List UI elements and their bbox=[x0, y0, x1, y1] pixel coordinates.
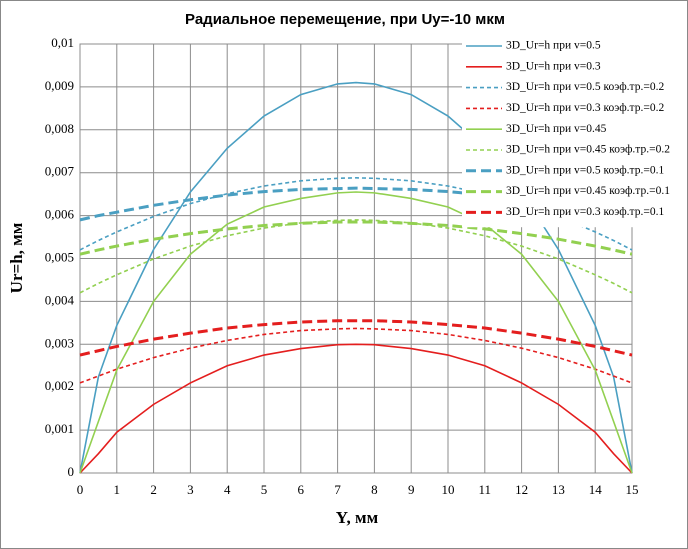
y-tick-label: 0,001 bbox=[45, 421, 74, 436]
legend-label: 3D_Ur=h при v=0.3 коэф.тр.=0.1 bbox=[506, 206, 664, 218]
x-tick-label: 11 bbox=[479, 482, 492, 497]
legend-label: 3D_Ur=h при v=0.5 bbox=[506, 40, 601, 52]
y-tick-label: 0,009 bbox=[45, 78, 74, 93]
plot-frame bbox=[79, 43, 633, 474]
y-axis-label: Ur=h, мм bbox=[7, 222, 26, 293]
y-tick-label: 0,008 bbox=[45, 121, 74, 136]
series-line bbox=[79, 343, 633, 474]
legend-label: 3D_Ur=h при v=0.3 коэф.тр.=0.2 bbox=[506, 102, 664, 114]
x-tick-label: 6 bbox=[298, 482, 305, 497]
y-tick-label: 0,01 bbox=[51, 35, 74, 50]
x-tick-label: 13 bbox=[552, 482, 565, 497]
x-tick-label: 8 bbox=[371, 482, 378, 497]
chart-title: Радиальное перемещение, при Uy=-10 мкм bbox=[185, 11, 505, 28]
series-line bbox=[79, 177, 633, 251]
legend-label: 3D_Ur=h при v=0.45 коэф.тр.=0.1 bbox=[506, 185, 670, 197]
legend-label: 3D_Ur=h при v=0.45 bbox=[506, 123, 607, 135]
x-tick-label: 1 bbox=[114, 482, 121, 497]
x-tick-label: 15 bbox=[626, 482, 639, 497]
series-line bbox=[79, 191, 633, 474]
x-tick-label: 3 bbox=[187, 482, 194, 497]
series-line bbox=[79, 327, 633, 384]
x-tick-label: 4 bbox=[224, 482, 231, 497]
y-tick-label: 0,006 bbox=[45, 207, 75, 222]
x-tick-label: 12 bbox=[515, 482, 528, 497]
y-tick-label: 0,004 bbox=[45, 292, 75, 307]
x-tick-label: 5 bbox=[261, 482, 268, 497]
y-tick-label: 0,002 bbox=[45, 378, 74, 393]
x-axis-label: Y, мм bbox=[336, 508, 379, 527]
y-tick-label: 0,005 bbox=[45, 249, 74, 264]
series-line bbox=[79, 81, 633, 474]
series-line bbox=[79, 319, 633, 357]
legend-box bbox=[462, 36, 686, 228]
series-line bbox=[79, 220, 633, 256]
series-line bbox=[79, 219, 633, 294]
x-tick-label: 14 bbox=[589, 482, 603, 497]
x-tick-label: 0 bbox=[77, 482, 84, 497]
x-tick-label: 7 bbox=[334, 482, 341, 497]
legend-label: 3D_Ur=h при v=0.45 коэф.тр.=0.2 bbox=[506, 144, 670, 156]
legend-label: 3D_Ur=h при v=0.3 bbox=[506, 60, 601, 72]
x-tick-label: 2 bbox=[150, 482, 157, 497]
legend-label: 3D_Ur=h при v=0.5 коэф.тр.=0.1 bbox=[506, 164, 664, 176]
x-tick-label: 9 bbox=[408, 482, 415, 497]
y-tick-label: 0,007 bbox=[45, 164, 75, 179]
y-tick-label: 0 bbox=[68, 464, 75, 479]
x-tick-label: 10 bbox=[442, 482, 455, 497]
y-tick-label: 0,003 bbox=[45, 335, 74, 350]
legend-label: 3D_Ur=h при v=0.5 коэф.тр.=0.2 bbox=[506, 81, 664, 93]
